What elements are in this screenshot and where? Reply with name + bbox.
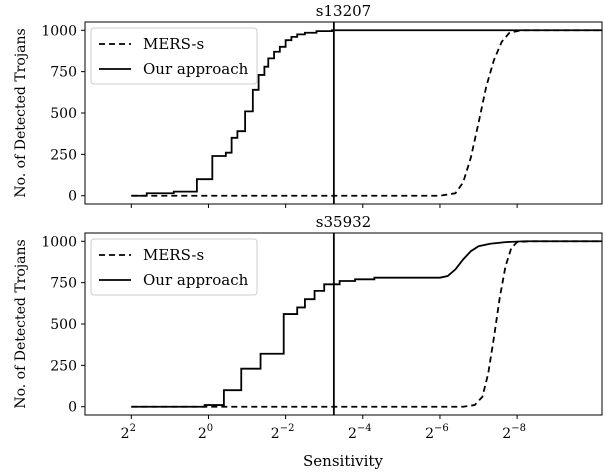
x-tick-label: 20 [198,423,213,442]
x-tick-label: 2−2 [271,423,295,442]
x-tick-label: 22 [121,423,136,442]
y-tick-label: 0 [68,400,77,416]
y-tick-label: 0 [68,189,77,205]
x-tick-label: 2−6 [425,423,449,442]
panel-s13207: s13207 No. of Detected Trojans 0 250 500 750 1… [13,2,603,208]
legend-box [90,238,258,296]
panel-s35932: s35932 No. of Detected Trojans 0 250 500 750 1… [13,213,603,442]
y-axis-label: No. of Detected Trojans [13,239,29,408]
series-line-mers-s [131,29,602,197]
legend-box [90,27,258,85]
series-line-mers-s [131,240,602,408]
legend-label: Our approach [143,60,249,78]
y-tick-label: 750 [50,65,77,81]
y-tick-label: 1000 [41,234,77,250]
legend-label: MERS-s [143,246,204,264]
panel-title: s35932 [316,213,371,231]
x-tick-label: 2−8 [502,423,526,442]
series-line-our-approach [131,29,602,197]
legend-label: MERS-s [143,35,204,53]
legend-label: Our approach [143,271,249,289]
y-axis-label: No. of Detected Trojans [13,28,29,197]
y-tick-label: 500 [50,317,77,333]
series-line-our-approach [131,240,602,408]
y-tick-label: 500 [50,106,77,122]
x-axis-label: Sensitivity [303,452,383,470]
panel-title: s13207 [316,2,371,20]
y-tick-label: 250 [50,147,77,163]
y-tick-label: 1000 [41,23,77,39]
y-tick-label: 750 [50,276,77,292]
x-tick-label: 2−4 [348,423,372,442]
y-tick-label: 250 [50,358,77,374]
